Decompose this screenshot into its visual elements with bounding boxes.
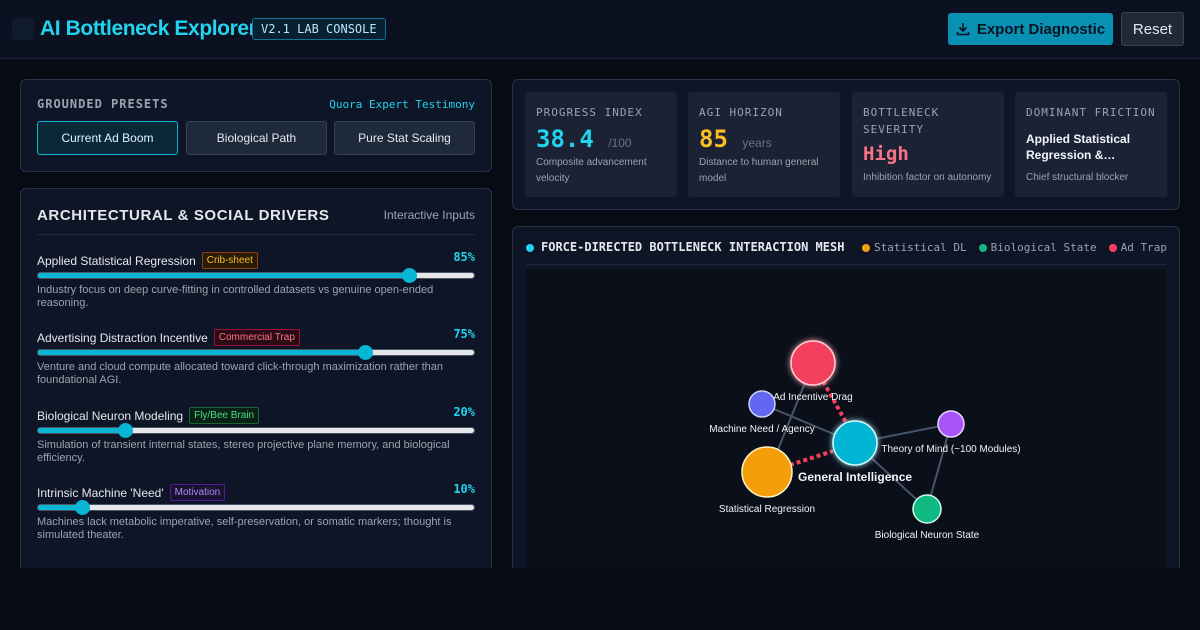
reset-button[interactable]: Reset — [1121, 12, 1184, 46]
svg-text:General Intelligence: General Intelligence — [798, 470, 912, 484]
stat-progress-index: PROGRESS INDEX 38.4 /100 Composite advan… — [525, 92, 677, 197]
stat-label: AGI HORIZON — [699, 106, 783, 119]
logo-icon — [12, 18, 34, 40]
stat-label: PROGRESS INDEX — [536, 106, 643, 119]
driver-slider[interactable] — [37, 345, 475, 360]
edge — [811, 362, 850, 427]
stat-description: Distance to human general model — [699, 157, 819, 184]
export-diagnostic-button[interactable]: Export Diagnostic — [948, 13, 1113, 45]
preset-pure-stat-scaling[interactable]: Pure Stat Scaling — [334, 121, 475, 155]
driver-percent: 85% — [453, 250, 475, 264]
stat-value: High — [863, 143, 909, 165]
node-machine-need: Machine Need / Agency — [709, 390, 815, 435]
drivers-panel: ARCHITECTURAL & SOCIAL DRIVERS Interacti… — [20, 188, 492, 568]
stat-value: 85 years — [699, 125, 772, 153]
slider-fill — [38, 505, 82, 510]
export-label: Export Diagnostic — [976, 20, 1106, 38]
svg-text:Statistical Regression: Statistical Regression — [719, 504, 815, 515]
mesh-panel: FORCE-DIRECTED BOTTLENECK INTERACTION ME… — [512, 226, 1180, 568]
drivers-title: ARCHITECTURAL & SOCIAL DRIVERS — [37, 207, 330, 224]
legend-biological-state: Biological State — [978, 241, 1097, 254]
divider — [37, 234, 475, 235]
stat-value: 38.4 /100 — [536, 125, 632, 153]
stat-bottleneck-severity: BOTTLENECK SEVERITY High Inhibition fact… — [852, 92, 1004, 197]
mesh-canvas[interactable]: Ad Incentive Drag Machine Need / Agency … — [526, 269, 1166, 568]
stat-agi-horizon: AGI HORIZON 85 years Distance to human g… — [688, 92, 840, 197]
edge — [789, 449, 834, 467]
stat-label: DOMINANT FRICTION — [1026, 106, 1156, 119]
node-statistical-regression: Statistical Regression — [719, 446, 815, 515]
stat-description: Chief structural blocker — [1026, 172, 1129, 183]
driver-label: Advertising Distraction Incentive — [37, 330, 208, 345]
version-badge: V2.1 LAB CONSOLE — [252, 18, 386, 40]
slider-handle[interactable] — [358, 345, 373, 360]
driver-tag: Crib-sheet — [201, 252, 258, 269]
driver-description: Venture and cloud compute allocated towa… — [37, 361, 444, 386]
slider-handle[interactable] — [118, 423, 134, 438]
node-biological-neuron-state: Biological Neuron State — [875, 494, 980, 541]
slider-fill — [38, 273, 409, 278]
drivers-subtitle: Interactive Inputs — [383, 208, 475, 222]
stat-dominant-friction: DOMINANT FRICTION Applied Statistical Re… — [1015, 92, 1167, 197]
node-theory-of-mind: Theory of Mind (~100 Modules) — [881, 410, 1021, 455]
slider-fill — [38, 350, 365, 355]
preset-current-ad-boom[interactable]: Current Ad Boom — [37, 121, 178, 155]
legend-statistical-dl: Statistical DL — [861, 241, 967, 254]
stat-description: Composite advancement velocity — [536, 157, 647, 184]
driver-description: Industry focus on deep curve-fitting in … — [37, 284, 434, 309]
driver-tag: Fly/Bee Brain — [189, 407, 260, 424]
app-title: AI Bottleneck Explorer — [40, 17, 257, 40]
svg-text:Machine Need / Agency: Machine Need / Agency — [709, 424, 815, 435]
driver-biological-neuron: Biological Neuron Modeling Fly/Bee Brain … — [37, 405, 475, 475]
driver-label: Applied Statistical Regression — [37, 253, 196, 268]
app-header: AI Bottleneck Explorer V2.1 LAB CONSOLE … — [0, 0, 1200, 59]
network-graph: Ad Incentive Drag Machine Need / Agency … — [709, 340, 1021, 541]
driver-slider[interactable] — [37, 268, 475, 283]
legend-ad-trap: Ad Trap — [1108, 241, 1167, 254]
stat-description: Inhibition factor on autonomy — [863, 172, 992, 183]
slider-fill — [38, 428, 126, 433]
svg-text:Biological Neuron State: Biological Neuron State — [875, 530, 980, 541]
quora-testimony-link[interactable]: Quora Expert Testimony — [329, 98, 475, 111]
driver-advertising-distraction: Advertising Distraction Incentive Commerc… — [37, 327, 475, 397]
driver-slider[interactable] — [37, 500, 475, 515]
driver-percent: 75% — [453, 327, 475, 341]
driver-label: Intrinsic Machine 'Need' — [37, 485, 164, 500]
driver-tag: Motivation — [169, 484, 226, 501]
node-ad-incentive-drag: Ad Incentive Drag — [773, 340, 853, 403]
svg-text:Ad Incentive Drag: Ad Incentive Drag — [773, 392, 853, 403]
driver-description: Machines lack metabolic imperative, self… — [37, 516, 452, 541]
preset-biological-path[interactable]: Biological Path — [186, 121, 327, 155]
driver-machine-need: Intrinsic Machine 'Need' Motivation 10% M… — [37, 482, 475, 552]
divider — [526, 264, 1166, 265]
slider-handle[interactable] — [74, 500, 90, 515]
download-icon — [956, 23, 970, 36]
svg-text:Theory of Mind (~100 Modules): Theory of Mind (~100 Modules) — [881, 444, 1020, 455]
presets-panel: GROUNDED PRESETS Quora Expert Testimony … — [20, 79, 492, 172]
driver-percent: 10% — [453, 482, 475, 496]
driver-label: Biological Neuron Modeling — [37, 408, 184, 423]
slider-handle[interactable] — [401, 268, 417, 283]
mesh-legend: Statistical DL Biological State Ad Trap — [861, 241, 1167, 254]
presets-heading: GROUNDED PRESETS — [37, 97, 169, 111]
status-dot-icon — [526, 244, 534, 252]
driver-statistical-regression: Applied Statistical Regression Crib-sheet… — [37, 250, 475, 320]
stats-panel: PROGRESS INDEX 38.4 /100 Composite advan… — [512, 79, 1180, 210]
driver-tag: Commercial Trap — [213, 329, 300, 346]
driver-slider[interactable] — [37, 423, 475, 438]
stat-value: Applied Statistical Regression &… — [1026, 132, 1131, 162]
driver-description: Simulation of transient internal states,… — [37, 439, 450, 464]
mesh-title: FORCE-DIRECTED BOTTLENECK INTERACTION ME… — [541, 240, 845, 254]
node-general-intelligence: General Intelligence — [798, 420, 912, 484]
stat-label: BOTTLENECK SEVERITY — [863, 106, 940, 136]
driver-percent: 20% — [453, 405, 475, 419]
